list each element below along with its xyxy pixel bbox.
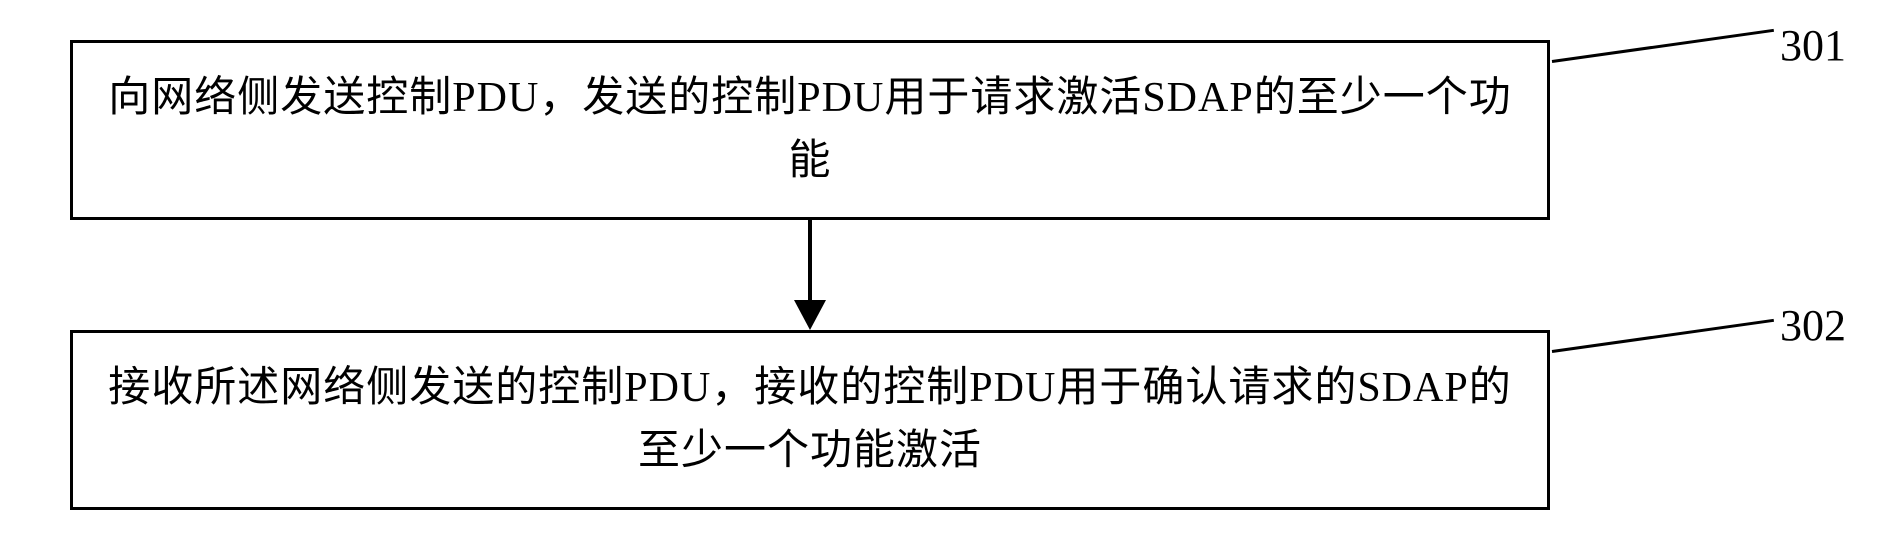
arrow-head-icon [794,300,826,330]
flow-step-301-text: 向网络侧发送控制PDU，发送的控制PDU用于请求激活SDAP的至少一个功能 [93,67,1527,193]
flowchart-container: 向网络侧发送控制PDU，发送的控制PDU用于请求激活SDAP的至少一个功能 接收… [50,40,1850,510]
step-label-301: 301 [1780,20,1846,71]
flow-step-302-text: 接收所述网络侧发送的控制PDU，接收的控制PDU用于确认请求的SDAP的至少一个… [93,357,1527,483]
flow-step-301: 向网络侧发送控制PDU，发送的控制PDU用于请求激活SDAP的至少一个功能 [70,40,1550,220]
step-label-302: 302 [1780,300,1846,351]
flow-step-302: 接收所述网络侧发送的控制PDU，接收的控制PDU用于确认请求的SDAP的至少一个… [70,330,1550,510]
flow-arrow [70,220,1550,330]
arrow-shaft [808,220,812,302]
